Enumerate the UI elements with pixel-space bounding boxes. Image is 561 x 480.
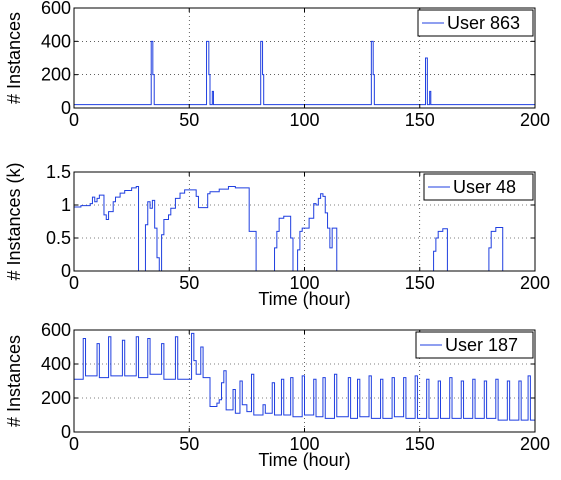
x-tick-label: 100 <box>289 434 319 454</box>
x-axis-label: Time (hour) <box>258 289 350 309</box>
y-axis-label: # Instances (k) <box>4 162 24 280</box>
y-axis-label: # Instances <box>4 335 24 427</box>
y-tick-label: 200 <box>41 388 71 408</box>
y-tick-label: 0 <box>61 422 71 442</box>
legend-label: User 48 <box>453 177 516 197</box>
x-tick-label: 200 <box>520 434 550 454</box>
x-tick-label: 150 <box>405 273 435 293</box>
x-axis-label: Time (hour) <box>258 450 350 470</box>
series-line-1 <box>74 40 535 106</box>
y-tick-label: 1 <box>61 195 71 215</box>
y-tick-label: 0 <box>61 261 71 281</box>
x-tick-label: 0 <box>69 273 79 293</box>
x-tick-label: 100 <box>289 273 319 293</box>
y-tick-label: 400 <box>41 31 71 51</box>
x-tick-label: 200 <box>520 110 550 130</box>
y-axis-label: # Instances <box>4 12 24 104</box>
y-tick-label: 200 <box>41 65 71 85</box>
x-tick-label: 0 <box>69 110 79 130</box>
x-tick-label: 150 <box>405 110 435 130</box>
y-tick-label: 0 <box>61 98 71 118</box>
series-line-1 <box>74 332 535 421</box>
y-tick-label: 600 <box>41 320 71 340</box>
chart-3: 0 50 100 150 200 0 200 400 600 Time (hour) # Insta… <box>4 320 550 470</box>
y-tick-label: 1.5 <box>46 162 71 182</box>
x-tick-label: 50 <box>179 434 199 454</box>
legend-label: User 187 <box>445 335 518 355</box>
x-tick-label: 150 <box>405 434 435 454</box>
x-tick-label: 200 <box>520 273 550 293</box>
chart-1: 0 50 100 150 200 0 200 400 600 # Instances User 86… <box>4 0 550 130</box>
series-line-1 <box>74 186 535 272</box>
x-tick-label: 0 <box>69 434 79 454</box>
x-tick-label: 50 <box>179 273 199 293</box>
x-tick-label: 100 <box>289 110 319 130</box>
y-tick-label: 400 <box>41 354 71 374</box>
legend-label: User 863 <box>447 13 520 33</box>
y-tick-label: 0.5 <box>46 228 71 248</box>
x-tick-label: 50 <box>179 110 199 130</box>
chart-2: 0 50 100 150 200 0 0.5 1 1.5 Time (hour) # Instanc… <box>4 162 550 309</box>
y-tick-label: 600 <box>41 0 71 18</box>
